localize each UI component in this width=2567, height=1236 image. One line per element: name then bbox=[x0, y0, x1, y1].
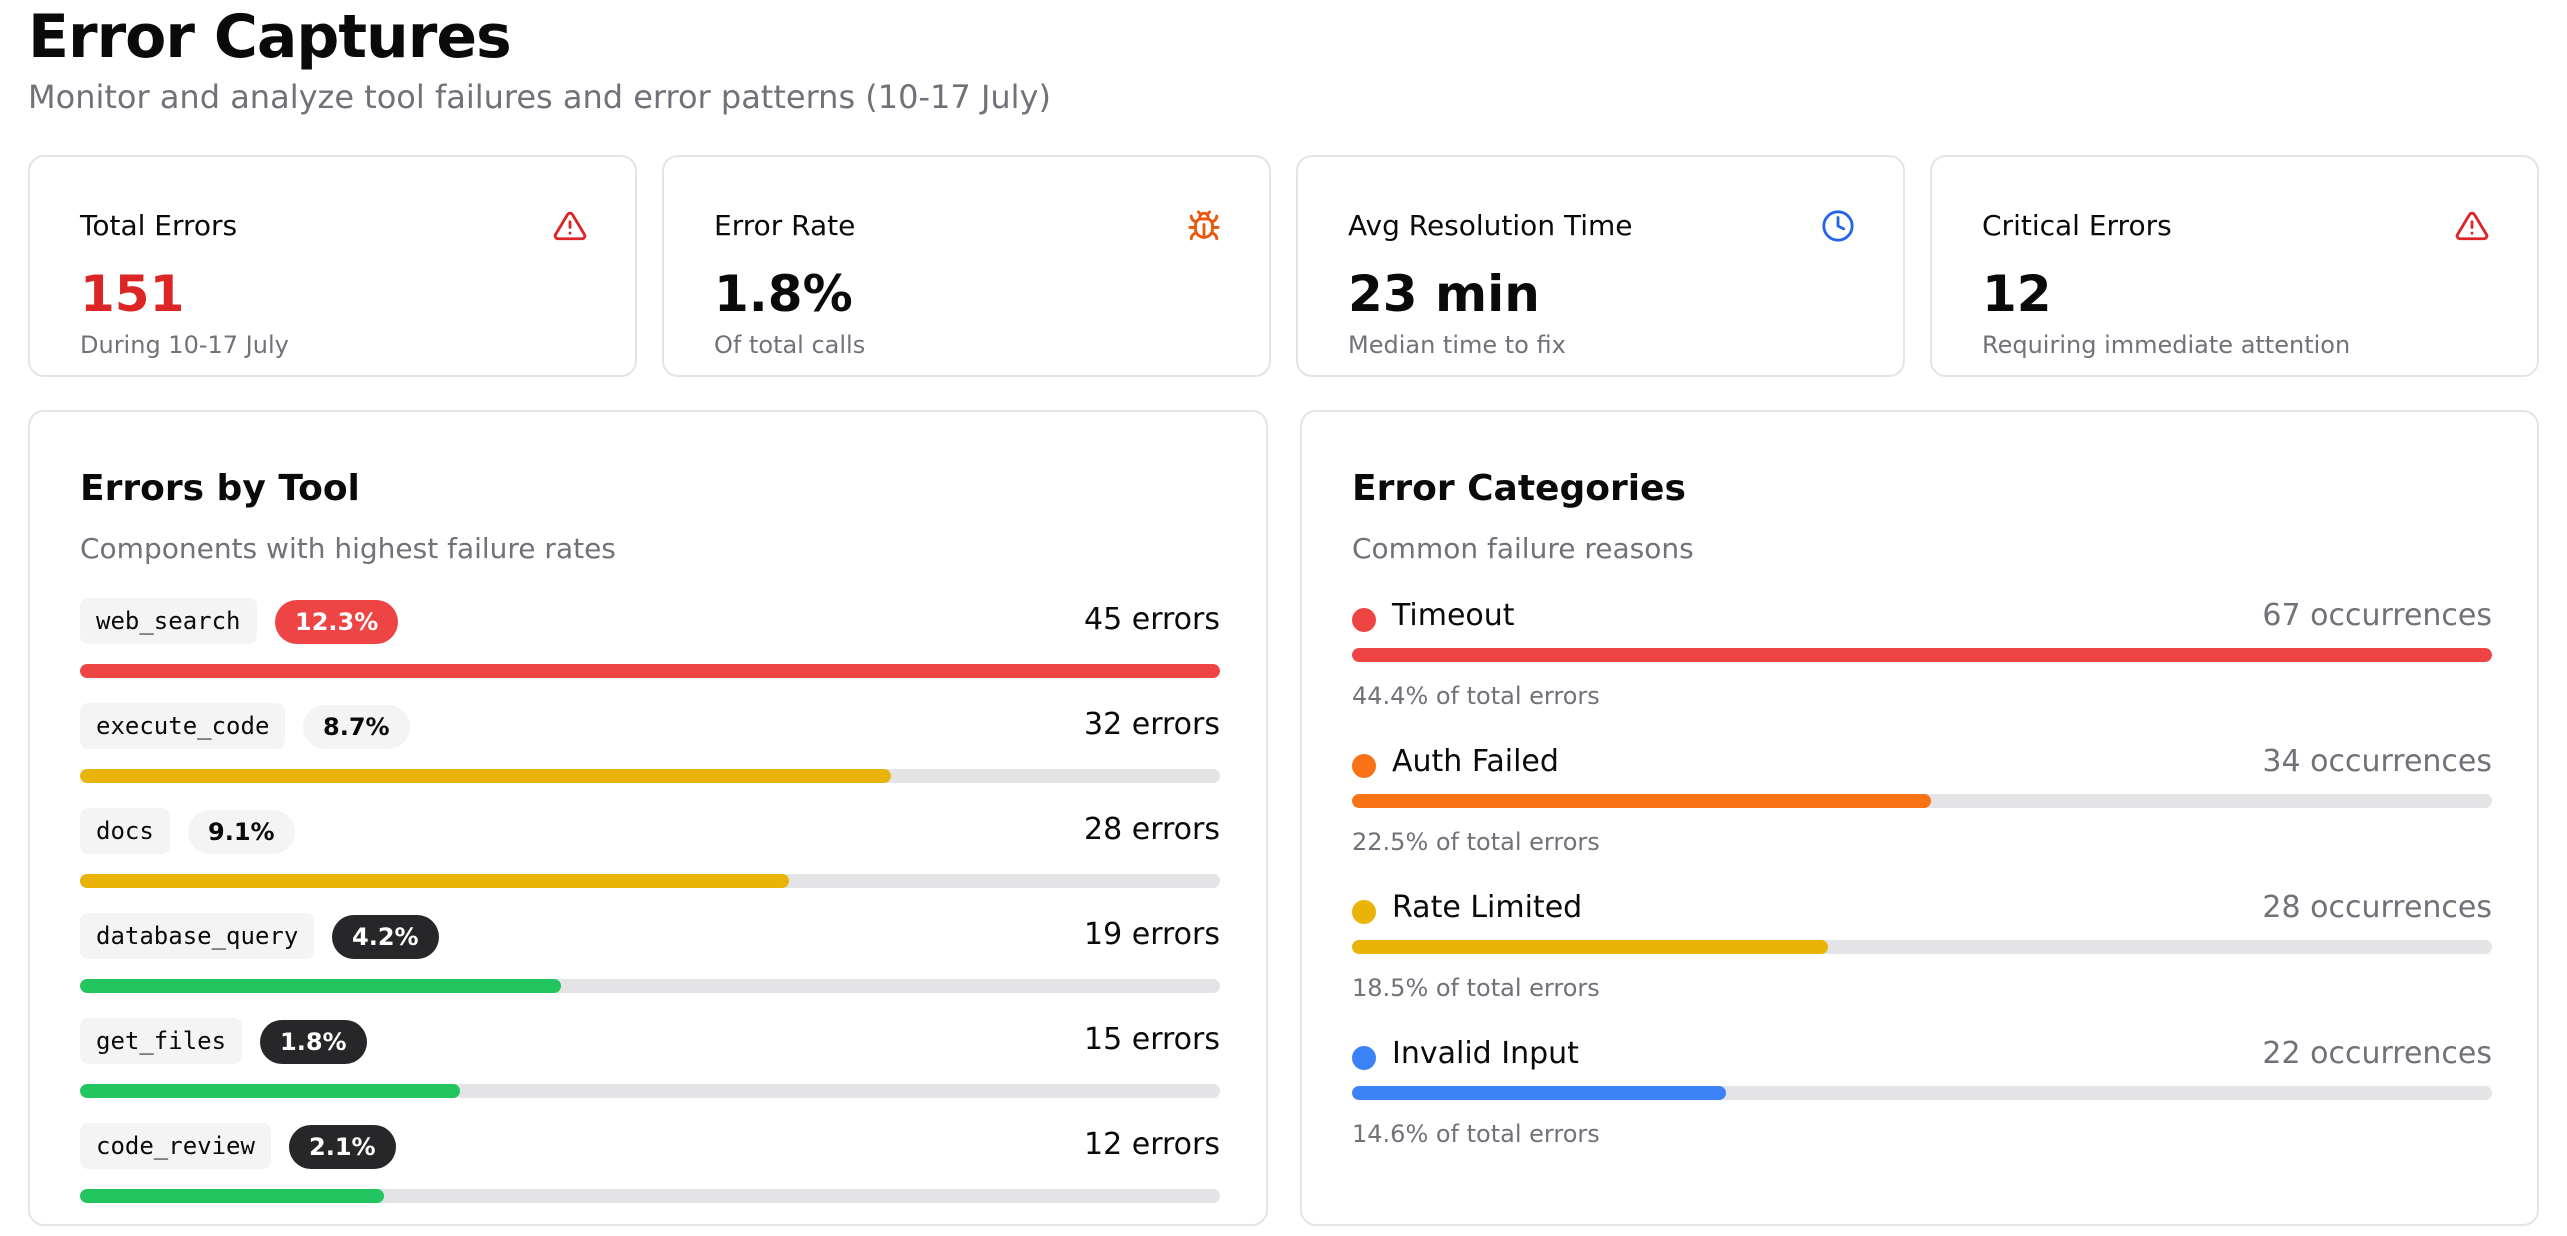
category-bar-track bbox=[1352, 794, 2492, 808]
error-bar-fill bbox=[80, 979, 562, 993]
stat-label: Error Rate bbox=[714, 209, 856, 242]
stat-value: 151 bbox=[80, 265, 185, 323]
occurrence-count: 67 occurrences bbox=[2262, 598, 2492, 633]
tool-row: get_files 1.8% 15 errors bbox=[80, 1018, 1220, 1108]
tool-row: database_query 4.2% 19 errors bbox=[80, 913, 1220, 1003]
error-bar-track bbox=[80, 769, 1220, 783]
tool-row: execute_code 8.7% 32 errors bbox=[80, 703, 1220, 793]
category-share: 14.6% of total errors bbox=[1352, 1120, 1600, 1148]
error-bar-track bbox=[80, 1084, 1220, 1098]
tool-name: database_query bbox=[80, 913, 315, 959]
category-bar-track bbox=[1352, 1086, 2492, 1100]
stat-card-critical-errors: Critical Errors 12 Requiring immediate a… bbox=[1930, 155, 2539, 377]
stat-caption: Of total calls bbox=[714, 331, 866, 359]
category-color-dot bbox=[1352, 900, 1376, 924]
stat-value: 12 bbox=[1982, 265, 2052, 323]
error-bar-fill bbox=[80, 1189, 384, 1203]
page-subtitle: Monitor and analyze tool failures and er… bbox=[28, 78, 1051, 116]
tool-row: docs 9.1% 28 errors bbox=[80, 808, 1220, 898]
bug-icon bbox=[1188, 210, 1220, 241]
clock-icon bbox=[1822, 210, 1854, 242]
tool-name: execute_code bbox=[80, 703, 286, 749]
stats-row: Total Errors 151 During 10-17 July Error… bbox=[28, 155, 2539, 377]
errors-by-tool-panel: Errors by Tool Components with highest f… bbox=[28, 410, 1268, 1226]
category-row: Timeout 67 occurrences 44.4% of total erro… bbox=[1352, 598, 2492, 728]
category-color-dot bbox=[1352, 754, 1376, 778]
error-count: 28 errors bbox=[1084, 812, 1220, 847]
warning-triangle-icon bbox=[2455, 211, 2489, 241]
category-bar-fill bbox=[1352, 940, 1829, 954]
panel-title: Errors by Tool bbox=[80, 468, 360, 509]
occurrence-count: 22 occurrences bbox=[2262, 1036, 2492, 1071]
error-count: 32 errors bbox=[1084, 707, 1220, 742]
error-bar-fill bbox=[80, 664, 1220, 678]
stat-label: Avg Resolution Time bbox=[1348, 209, 1633, 242]
error-categories-panel: Error Categories Common failure reasons … bbox=[1300, 410, 2539, 1226]
stat-value: 1.8% bbox=[714, 265, 853, 323]
error-count: 45 errors bbox=[1084, 602, 1220, 637]
category-row: Rate Limited 28 occurrences 18.5% of total… bbox=[1352, 890, 2492, 1020]
category-name: Timeout bbox=[1392, 598, 1515, 633]
category-name: Rate Limited bbox=[1392, 890, 1583, 925]
panel-subtitle: Common failure reasons bbox=[1352, 532, 1694, 565]
category-name: Invalid Input bbox=[1392, 1036, 1579, 1071]
category-share: 22.5% of total errors bbox=[1352, 828, 1600, 856]
error-count: 12 errors bbox=[1084, 1127, 1220, 1162]
error-rate-badge: 9.1% bbox=[188, 810, 295, 854]
stat-label: Total Errors bbox=[80, 209, 238, 242]
occurrence-count: 34 occurrences bbox=[2262, 744, 2492, 779]
error-rate-badge: 8.7% bbox=[303, 705, 410, 749]
category-color-dot bbox=[1352, 1046, 1376, 1070]
stat-value: 23 min bbox=[1348, 265, 1540, 323]
error-count: 19 errors bbox=[1084, 917, 1220, 952]
warning-triangle-icon bbox=[553, 211, 587, 241]
category-bar-track bbox=[1352, 648, 2492, 662]
error-bar-track bbox=[80, 874, 1220, 888]
error-bar-fill bbox=[80, 874, 790, 888]
stat-card-total-errors: Total Errors 151 During 10-17 July bbox=[28, 155, 637, 377]
panel-title: Error Categories bbox=[1352, 468, 1686, 509]
error-bar-fill bbox=[80, 769, 891, 783]
error-bar-track bbox=[80, 664, 1220, 678]
error-rate-badge: 2.1% bbox=[289, 1125, 396, 1169]
stat-card-error-rate: Error Rate 1.8% Of total calls bbox=[662, 155, 1271, 377]
tool-name: web_search bbox=[80, 598, 257, 644]
stat-caption: Median time to fix bbox=[1348, 331, 1566, 359]
error-count: 15 errors bbox=[1084, 1022, 1220, 1057]
tool-row: code_review 2.1% 12 errors bbox=[80, 1123, 1220, 1213]
category-share: 18.5% of total errors bbox=[1352, 974, 1600, 1002]
error-rate-badge: 4.2% bbox=[332, 915, 439, 959]
tool-name: get_files bbox=[80, 1018, 243, 1064]
category-name: Auth Failed bbox=[1392, 744, 1559, 779]
category-bar-track bbox=[1352, 940, 2492, 954]
category-color-dot bbox=[1352, 608, 1376, 632]
category-bar-fill bbox=[1352, 648, 2492, 662]
error-bar-track bbox=[80, 979, 1220, 993]
occurrence-count: 28 occurrences bbox=[2262, 890, 2492, 925]
tool-name: code_review bbox=[80, 1123, 271, 1169]
category-bar-fill bbox=[1352, 794, 1931, 808]
category-share: 44.4% of total errors bbox=[1352, 682, 1600, 710]
error-bar-track bbox=[80, 1189, 1220, 1203]
tool-name: docs bbox=[80, 808, 170, 854]
category-bar-fill bbox=[1352, 1086, 1727, 1100]
error-rate-badge: 1.8% bbox=[260, 1020, 367, 1064]
category-row: Invalid Input 22 occurrences 14.6% of tota… bbox=[1352, 1036, 2492, 1166]
error-rate-badge: 12.3% bbox=[275, 600, 399, 644]
panel-subtitle: Components with highest failure rates bbox=[80, 532, 616, 565]
tool-row: web_search 12.3% 45 errors bbox=[80, 598, 1220, 688]
stat-card-avg-resolution: Avg Resolution Time 23 min Median time t… bbox=[1296, 155, 1905, 377]
stat-caption: During 10-17 July bbox=[80, 331, 289, 359]
page-title: Error Captures bbox=[28, 2, 512, 72]
stat-caption: Requiring immediate attention bbox=[1982, 331, 2351, 359]
error-bar-fill bbox=[80, 1084, 460, 1098]
category-row: Auth Failed 34 occurrences 22.5% of total … bbox=[1352, 744, 2492, 874]
stat-label: Critical Errors bbox=[1982, 209, 2172, 242]
